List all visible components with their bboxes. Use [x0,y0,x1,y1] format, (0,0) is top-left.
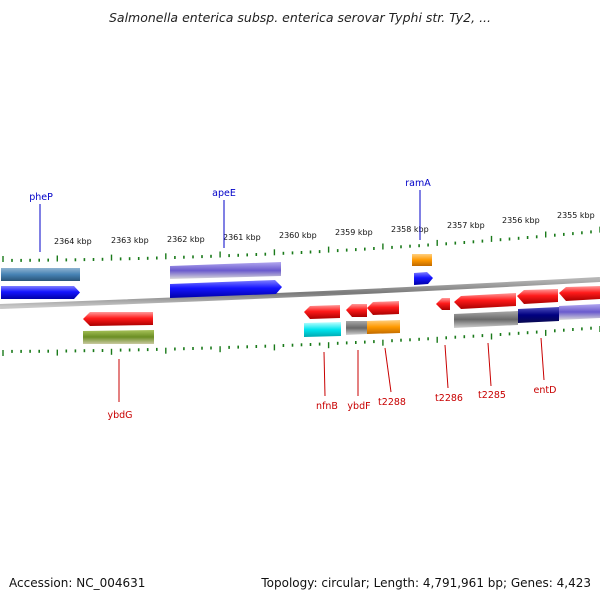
gene-arrow[interactable] [559,286,600,301]
gene-arrow-t2286[interactable] [436,298,450,310]
outer-tick-ring [2,226,600,262]
gene-arrow-rama[interactable] [414,272,433,285]
gene-arrow[interactable] [412,254,432,266]
gene-arrow[interactable] [1,268,80,281]
gene-label-t2288[interactable]: t2288 [378,397,406,408]
gene-arrow[interactable] [170,262,281,279]
gene-label-phep[interactable]: pheP [29,192,53,203]
ruler-label: 2361 kbp [223,233,261,242]
gene-arrow-phep[interactable] [1,286,80,299]
gene-arrow[interactable] [83,330,154,344]
leader-line [444,344,449,389]
gene-label-nfnb[interactable]: nfnB [316,401,338,412]
gene-arrow-apee[interactable] [170,280,282,298]
ruler-label: 2359 kbp [335,228,373,237]
map-title: Salmonella enterica subsp. enterica sero… [108,10,492,25]
ruler-label: 2363 kbp [111,236,149,245]
gene-arrow[interactable] [559,304,600,320]
gene-label-rama[interactable]: ramA [405,178,431,189]
gene-arrow[interactable] [367,320,400,334]
gene-arrow-t2285[interactable] [454,293,516,309]
gene-label-ybdf[interactable]: ybdF [347,401,370,412]
leader-line [384,347,392,393]
forward-strand-features [1,254,433,299]
gene-label-t2285[interactable]: t2285 [478,390,506,401]
gene-label-apee[interactable]: apeE [212,188,236,199]
gene-arrow[interactable] [454,311,518,328]
ruler-label: 2358 kbp [391,225,429,234]
ruler-label: 2362 kbp [167,235,205,244]
gene-arrow-nfnb[interactable] [304,305,340,319]
ruler-label: 2360 kbp [279,231,317,240]
ruler-label: 2357 kbp [447,221,485,230]
genome-backbone [0,277,600,309]
label-leaders [39,190,545,402]
topology-text: Topology: circular; Length: 4,791,961 bp… [261,576,591,590]
ruler-label: 2355 kbp [557,211,595,220]
gene-arrow[interactable] [304,322,341,337]
gene-arrow-ybdg[interactable] [83,312,153,326]
gene-arrow-t2288[interactable] [367,301,399,315]
leader-line [540,337,545,381]
gene-arrow-ybdf[interactable] [346,304,367,317]
ruler-labels: 2364 kbp 2363 kbp 2362 kbp 2361 kbp 2360… [54,211,595,246]
gene-arrow-entd[interactable] [517,289,558,304]
gene-label-entd[interactable]: entD [534,385,557,396]
gene-label-t2286[interactable]: t2286 [435,393,463,404]
gene-label-ybdg[interactable]: ybdG [107,410,132,421]
gene-arrow[interactable] [518,307,559,323]
ruler-label: 2356 kbp [502,216,540,225]
inner-tick-ring [2,326,600,356]
reverse-strand-features [83,286,600,344]
gene-arrow[interactable] [346,321,367,335]
leader-line [487,342,492,387]
leader-line [323,351,326,397]
ruler-label: 2364 kbp [54,237,92,246]
accession-text: Accession: NC_004631 [9,576,146,590]
